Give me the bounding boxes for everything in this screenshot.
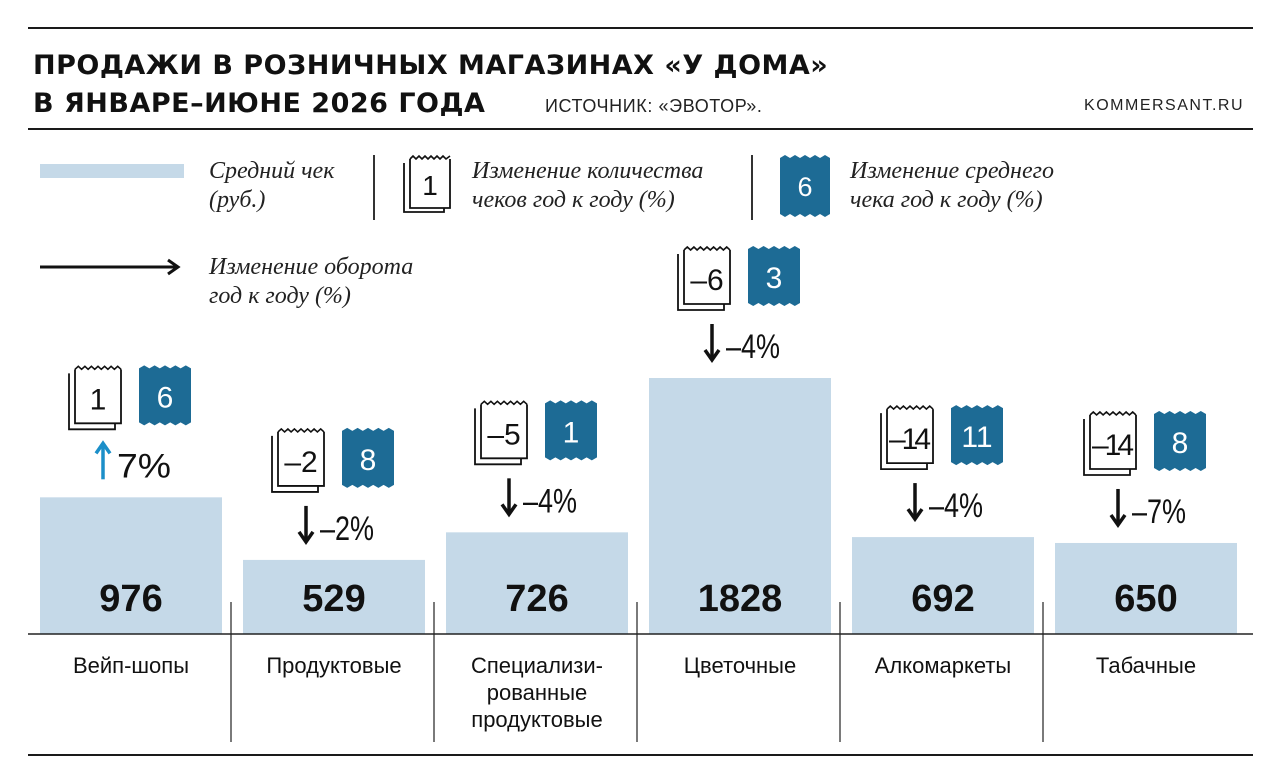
bar <box>40 497 222 634</box>
turnover-change-label: –4% <box>726 328 780 366</box>
receipt-edge <box>683 245 731 252</box>
bar-value-label: 650 <box>1114 578 1177 620</box>
checks-change-value: –5 <box>487 418 520 451</box>
legend-avg-check-change-label: Изменение среднего чека год к году (%) <box>850 158 1054 213</box>
turnover-change-label: –4% <box>523 482 577 520</box>
turnover-up-arrowhead <box>94 440 112 455</box>
avg-check-change-badge <box>1154 410 1206 471</box>
bar <box>1055 542 1237 634</box>
receipt-edge <box>886 405 934 411</box>
receipt-icon <box>683 250 731 305</box>
turnover-down-arrowhead <box>703 348 721 364</box>
legend-arrow-icon <box>40 258 181 276</box>
category-label: Специализи- рованные продуктовые <box>471 653 603 732</box>
legend-turnover-label: Изменение оборота год к году (%) <box>209 254 414 309</box>
receipt-icon <box>480 404 528 460</box>
category-label: Табачные <box>1095 653 1197 678</box>
receipt-edge <box>1089 410 1137 417</box>
turnover-change-label: 7% <box>117 447 171 485</box>
bar-value-label: 976 <box>99 578 162 620</box>
legend-receipt-value: 1 <box>422 170 438 201</box>
avg-check-change-badge <box>951 405 1003 466</box>
category-label: Вейп-шопы <box>72 653 190 678</box>
bottom-rule <box>28 754 1253 756</box>
avg-check-change-value: 11 <box>961 421 992 454</box>
top-rule <box>28 27 1253 29</box>
receipt-icon <box>277 431 325 487</box>
turnover-down-arrowhead <box>500 503 518 518</box>
avg-check-change-badge <box>342 427 394 488</box>
bar-value-label: 692 <box>911 578 974 620</box>
avg-check-change-value: 6 <box>157 381 174 414</box>
bar <box>243 559 425 634</box>
turnover-down-arrowhead <box>297 530 315 545</box>
turnover-change-label: –4% <box>929 487 983 525</box>
header-rule <box>28 128 1253 130</box>
bar-value-label: 726 <box>505 578 568 620</box>
checks-change-value: 1 <box>90 383 107 416</box>
turnover-down-arrowhead <box>906 508 924 523</box>
legend-separator-2 <box>751 155 753 220</box>
title-line-2: В ЯНВАРЕ–ИЮНЕ 2026 ГОДА <box>33 88 486 119</box>
legend-receipt-icon: 1 <box>403 154 451 213</box>
category-label: Алкомаркеты <box>874 653 1012 678</box>
receipt-icon <box>74 369 122 425</box>
category-label: Цветочные <box>683 653 797 678</box>
bar-value-label: 529 <box>302 578 365 620</box>
receipt-edge <box>480 400 528 406</box>
legend-separator <box>373 155 375 220</box>
checks-change-value: –14 <box>889 423 931 456</box>
legend-badge-icon: 6 <box>780 155 830 217</box>
legend-avg-check-swatch <box>40 164 184 178</box>
source-note: ИСТОЧНИК: «ЭВОТОР». <box>545 96 763 116</box>
bar <box>446 532 628 634</box>
bar <box>649 378 831 634</box>
avg-check-change-badge <box>139 365 191 426</box>
legend-checks-label: Изменение количества чеков год к году (%… <box>472 158 704 213</box>
title-line-1: ПРОДАЖИ В РОЗНИЧНЫХ МАГАЗИНАХ «У ДОМА» <box>33 50 829 81</box>
turnover-change-label: –2% <box>320 510 374 548</box>
site-credit: KOMMERSANT.RU <box>1084 97 1244 114</box>
checks-change-value: –2 <box>284 446 317 479</box>
turnover-down-arrowhead <box>1109 513 1127 529</box>
receipt-icon <box>1089 414 1137 470</box>
avg-check-change-value: 3 <box>766 262 783 295</box>
avg-check-change-value: 8 <box>1172 427 1189 460</box>
legend-badge-value: 6 <box>797 172 812 202</box>
receipt-edge <box>277 427 325 434</box>
receipt-icon <box>886 409 934 464</box>
avg-check-change-value: 1 <box>563 416 580 449</box>
legend-avg-check-label: Средний чек (руб.) <box>209 158 335 213</box>
checks-change-value: –6 <box>690 264 723 297</box>
avg-check-change-badge <box>748 246 800 306</box>
bar <box>852 537 1034 634</box>
turnover-change-label: –7% <box>1132 493 1186 531</box>
avg-check-change-value: 8 <box>360 444 377 477</box>
receipt-edge <box>74 365 122 371</box>
checks-change-value: –14 <box>1092 429 1134 462</box>
avg-check-change-badge <box>545 400 597 461</box>
category-label: Продуктовые <box>266 653 402 678</box>
bar-value-label: 1828 <box>698 578 783 620</box>
